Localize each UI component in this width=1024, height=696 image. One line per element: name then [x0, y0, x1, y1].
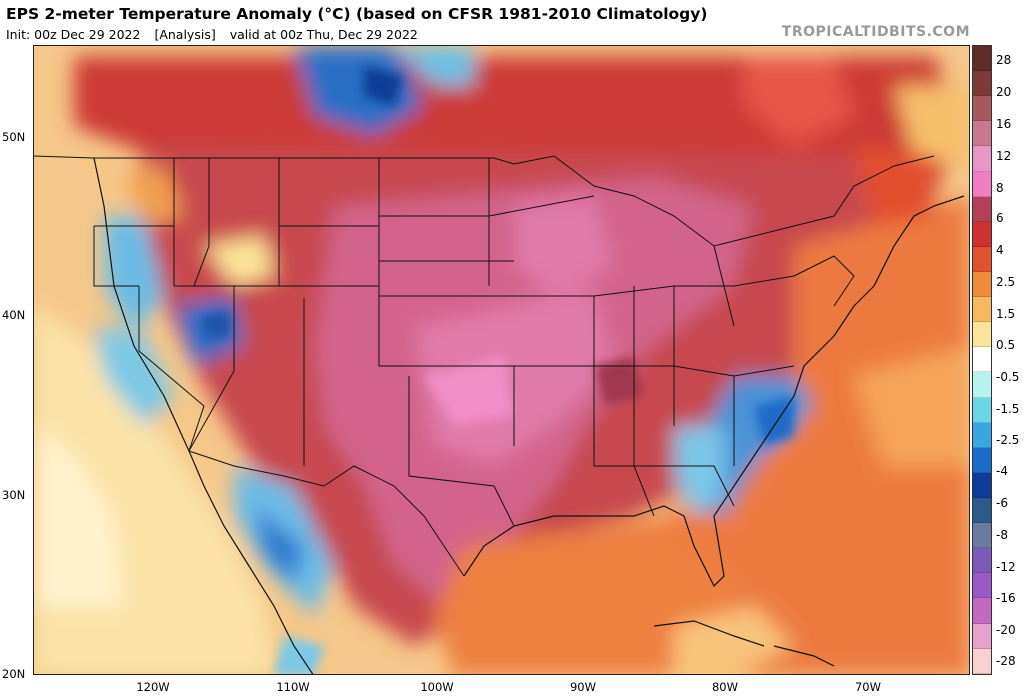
- colorbar-segment: [973, 548, 991, 574]
- colorbar-tick-label: -4: [996, 464, 1008, 478]
- lon-label-70w: 70W: [854, 680, 882, 694]
- colorbar-segment: [973, 623, 991, 649]
- colorbar-segment: [973, 598, 991, 624]
- colorbar-segment: [973, 347, 991, 373]
- lat-label-50n: 50N: [2, 130, 26, 144]
- anomaly-field: [34, 46, 969, 674]
- lat-label-20n: 20N: [2, 667, 26, 681]
- anomaly-map: [33, 45, 970, 675]
- colorbar-tick-label: -16: [996, 591, 1016, 605]
- colorbar-segment: [973, 196, 991, 222]
- colorbar-tick-label: 2.5: [996, 275, 1016, 289]
- colorbar-tick-label: 6: [996, 211, 1004, 225]
- map-canvas: [34, 46, 969, 674]
- colorbar-segment: [973, 322, 991, 348]
- colorbar-tick-label: -12: [996, 560, 1016, 574]
- colorbar-segment: [973, 397, 991, 423]
- colorbar: [972, 45, 992, 675]
- lon-label-80w: 80W: [711, 680, 739, 694]
- colorbar-segment: [973, 523, 991, 549]
- map-subtitle: Init: 00z Dec 29 2022 [Analysis] valid a…: [6, 27, 428, 42]
- colorbar-segment: [973, 246, 991, 272]
- brand-watermark: TROPICALTIDBITS.COM: [781, 24, 970, 40]
- lon-label-90w: 90W: [569, 680, 597, 694]
- colorbar-tick-label: -1.5: [996, 402, 1020, 416]
- colorbar-tick-label: 28: [996, 53, 1012, 67]
- colorbar-tick-label: -28: [996, 654, 1016, 668]
- map-title: EPS 2-meter Temperature Anomaly (°C) (ba…: [6, 5, 708, 23]
- colorbar-segment: [973, 146, 991, 172]
- colorbar-segment: [973, 372, 991, 398]
- political-borders: [34, 155, 935, 577]
- colorbar-segment: [973, 271, 991, 298]
- colorbar-tick-label: -20: [996, 623, 1016, 637]
- colorbar-tick-label: 12: [996, 149, 1012, 163]
- colorbar-tick-label: -2.5: [996, 433, 1020, 447]
- colorbar-segment: [973, 71, 991, 97]
- colorbar-segment: [973, 573, 991, 599]
- colorbar-tick-label: 4: [996, 243, 1004, 257]
- colorbar-tick-label: -8: [996, 528, 1008, 542]
- colorbar-segment: [973, 46, 991, 72]
- analysis-tag: [Analysis]: [154, 27, 216, 42]
- colorbar-tick-label: 8: [996, 181, 1004, 195]
- valid-time: valid at 00z Thu, Dec 29 2022: [229, 27, 418, 42]
- colorbar-segment: [973, 422, 991, 448]
- colorbar-segment: [973, 96, 991, 122]
- colorbar-segment: [973, 297, 991, 323]
- colorbar-tick-label: 16: [996, 117, 1012, 131]
- lat-label-30n: 30N: [2, 488, 26, 502]
- colorbar-segment: [973, 648, 991, 674]
- colorbar-segment: [973, 472, 991, 498]
- colorbar-tick-label: -6: [996, 496, 1008, 510]
- colorbar-segment: [973, 497, 991, 524]
- lon-label-100w: 100W: [420, 680, 454, 694]
- colorbar-segment: [973, 121, 991, 147]
- lon-label-110w: 110W: [276, 680, 310, 694]
- init-time: Init: 00z Dec 29 2022: [6, 27, 141, 42]
- lon-label-120w: 120W: [136, 680, 170, 694]
- coastlines: [93, 157, 965, 674]
- colorbar-tick-label: 0.5: [996, 338, 1016, 352]
- colorbar-segment: [973, 171, 991, 197]
- lat-label-40n: 40N: [2, 308, 26, 322]
- colorbar-tick-label: 20: [996, 85, 1012, 99]
- anomaly-detail: [204, 66, 794, 674]
- colorbar-segment: [973, 447, 991, 473]
- colorbar-segment: [973, 221, 991, 247]
- colorbar-tick-label: 1.5: [996, 307, 1016, 321]
- colorbar-tick-label: -0.5: [996, 370, 1020, 384]
